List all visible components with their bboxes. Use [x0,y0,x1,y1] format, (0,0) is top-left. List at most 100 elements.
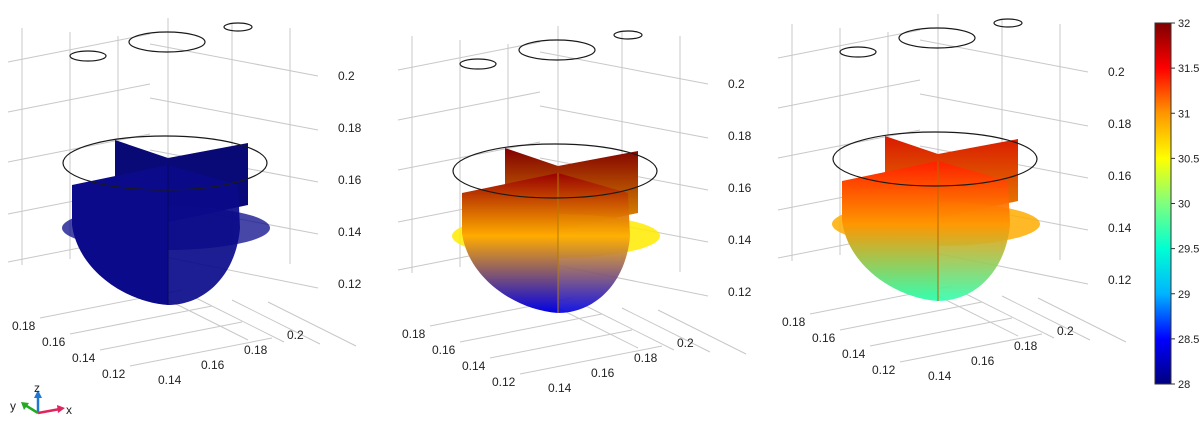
y-tick-label: 0.18 [402,327,426,341]
z-tick-label: 0.14 [728,233,752,247]
x-tick-label: 0.14 [158,373,182,387]
grid-line [777,29,921,59]
triad-x-arrowhead [57,405,65,413]
panel-geometry: 0.2 0.18 0.16 0.14 0.12 0.18 0.16 0.14 0.12 0.14 0… [7,18,362,387]
grid-line [397,41,541,71]
y-tick-label: 0.14 [842,347,866,361]
z-tick-label: 0.14 [1108,221,1132,235]
grid-line [839,301,983,331]
x-tick-label: 0.14 [928,369,952,383]
triad-z-label: z [34,381,40,395]
grid-line [459,313,603,343]
top-outline-center [128,31,206,53]
x-tick-label: 0.18 [634,351,658,365]
top-outline-center [518,39,596,61]
front-left-lobe [842,161,938,301]
front-left-lobe [72,165,168,305]
colorbar: 32 31.5 31 30.5 30 29.5 29 28.5 28 [1154,18,1199,391]
x-tick-label: 0.2 [677,336,694,350]
top-outline-right [223,22,253,32]
z-tick-label: 0.16 [338,173,362,187]
y-tick-label: 0.14 [72,351,96,365]
grid-line [621,307,711,353]
x-tick-label: 0.18 [244,343,268,357]
grid-line [7,33,151,63]
grid-line [965,293,1055,339]
front-right-lobe [168,165,240,305]
x-tick-label: 0.18 [1014,339,1038,353]
boundary-ring [62,135,268,191]
fin-body [62,140,270,305]
x-tick-label: 0.14 [548,381,572,395]
colorbar-tick-label: 28.5 [1178,334,1199,346]
triad-x-axis [37,407,61,415]
fin-body [452,148,660,313]
x-tick-label: 0.2 [287,328,304,342]
z-tick-label: 0.2 [1108,65,1125,79]
grid-line [919,39,1089,73]
grid-lines [397,26,747,375]
z-tick-label: 0.18 [1108,117,1132,131]
x-tick-label: 0.16 [201,358,225,372]
colorbar-tick-label: 28 [1178,379,1190,391]
fin-body [832,136,1040,301]
x-tick-label: 0.16 [971,354,995,368]
z-tick-label: 0.14 [338,225,362,239]
boundary-outlines [459,30,643,70]
triad-y-arrowhead [21,402,29,410]
triad-y-label: y [10,399,16,413]
grid-line [539,51,709,85]
panel-temperature-b: 0.2 0.18 0.16 0.14 0.12 0.18 0.16 0.14 0.12 0.14 0… [777,14,1132,383]
panel-temperature-a: 0.2 0.18 0.16 0.14 0.12 0.18 0.16 0.14 0.12 0.14 0… [397,26,752,395]
x-tick-label: 0.2 [1057,324,1074,338]
tick-labels: 0.2 0.18 0.16 0.14 0.12 0.18 0.16 0.14 0.12 0.14 0… [402,77,752,395]
y-tick-label: 0.14 [462,359,486,373]
colorbar-ticks: 32 31.5 31 30.5 30 29.5 29 28.5 28 [1171,18,1199,391]
top-outline-left [459,58,497,70]
top-outline-left [69,50,107,62]
z-tick-label: 0.12 [338,277,362,291]
grid-line [99,321,243,351]
grid-line [585,305,675,351]
grid-line [1037,297,1127,343]
front-left-lobe [462,173,558,313]
colorbar-tick-label: 31 [1178,108,1190,120]
z-tick-label: 0.18 [338,121,362,135]
boundary-ring [832,131,1038,187]
colorbar-gradient [1154,22,1172,385]
top-outline-right [993,18,1023,28]
z-tick-label: 0.12 [1108,273,1132,287]
top-outline-right [613,30,643,40]
colorbar-tick-label: 29.5 [1178,244,1199,256]
y-tick-label: 0.12 [492,375,516,389]
triad-z-arrowhead [34,390,42,398]
grid-line [899,333,1043,363]
y-tick-label: 0.16 [42,335,66,349]
z-tick-label: 0.12 [728,285,752,299]
z-tick-label: 0.2 [338,69,355,83]
grid-line [195,297,285,343]
grid-line [869,317,1013,347]
x-tick-label: 0.16 [591,366,615,380]
grid-line [519,345,663,375]
z-tick-label: 0.18 [728,129,752,143]
grid-line [231,299,321,345]
z-tick-label: 0.16 [728,181,752,195]
colorbar-tick-label: 30 [1178,199,1190,211]
tick-labels: 0.2 0.18 0.16 0.14 0.12 0.18 0.16 0.14 0.12 0.14 0… [782,65,1132,383]
grid-line [397,91,541,121]
grid-line [149,97,319,131]
boundary-outlines [839,18,1023,58]
triad-x-label: x [66,403,72,417]
grid-line [267,301,357,347]
grid-line [1001,295,1091,341]
tick-labels: 0.2 0.18 0.16 0.14 0.12 0.18 0.16 0.14 0.12 0.14 0… [12,69,362,387]
y-tick-label: 0.18 [12,319,36,333]
colorbar-tick-label: 31.5 [1178,63,1199,75]
grid-line [7,83,151,113]
top-outline-left [839,46,877,58]
colorbar-tick-label: 30.5 [1178,153,1199,165]
z-tick-label: 0.16 [1108,169,1132,183]
y-tick-label: 0.16 [812,331,836,345]
